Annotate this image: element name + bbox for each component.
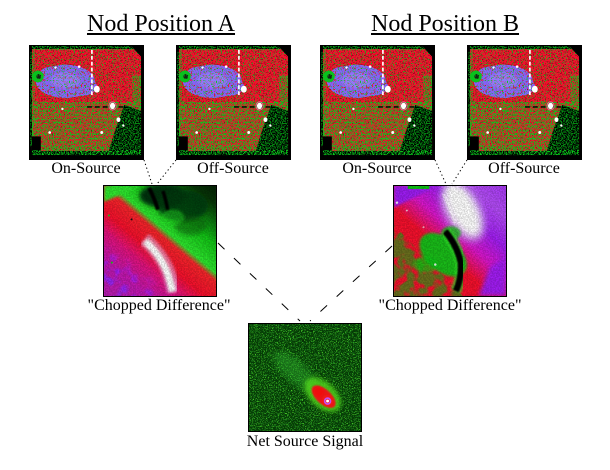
nod-a-off-source-image — [176, 45, 291, 160]
chopped-difference-a-art — [104, 186, 216, 296]
chopped-difference-a-caption: "Chopped Difference" — [87, 297, 231, 314]
nod-b-title: Nod Position B — [370, 11, 520, 37]
raw-frame-art — [468, 46, 581, 159]
nod-a-on-source-image — [29, 45, 144, 160]
raw-frame-art — [321, 46, 434, 159]
connector-b-on-to-chopped-b — [434, 159, 447, 185]
chopped-difference-b-caption: "Chopped Difference" — [378, 297, 522, 314]
nod-a-on-source-caption: On-Source — [51, 160, 121, 177]
connector-b-off-to-chopped-b — [451, 159, 468, 185]
chopped-difference-a-image — [103, 185, 217, 297]
connector-a-off-to-chopped-a — [156, 159, 177, 185]
nod-a-title: Nod Position A — [86, 11, 236, 37]
net-source-signal-image — [248, 323, 362, 432]
nod-b-off-source-image — [467, 45, 582, 160]
net-source-signal-caption: Net Source Signal — [246, 433, 364, 450]
nod-a-off-source-caption: Off-Source — [197, 160, 269, 177]
raw-frame-art — [177, 46, 290, 159]
nod-b-on-source-caption: On-Source — [342, 160, 412, 177]
net-source-signal-art — [249, 324, 361, 431]
connector-a-on-to-chopped-a — [143, 159, 153, 185]
nod-b-off-source-caption: Off-Source — [488, 160, 560, 177]
chopped-difference-b-art — [394, 186, 506, 296]
chopped-difference-b-image — [393, 185, 507, 297]
raw-frame-art — [30, 46, 143, 159]
nod-b-on-source-image — [320, 45, 435, 160]
